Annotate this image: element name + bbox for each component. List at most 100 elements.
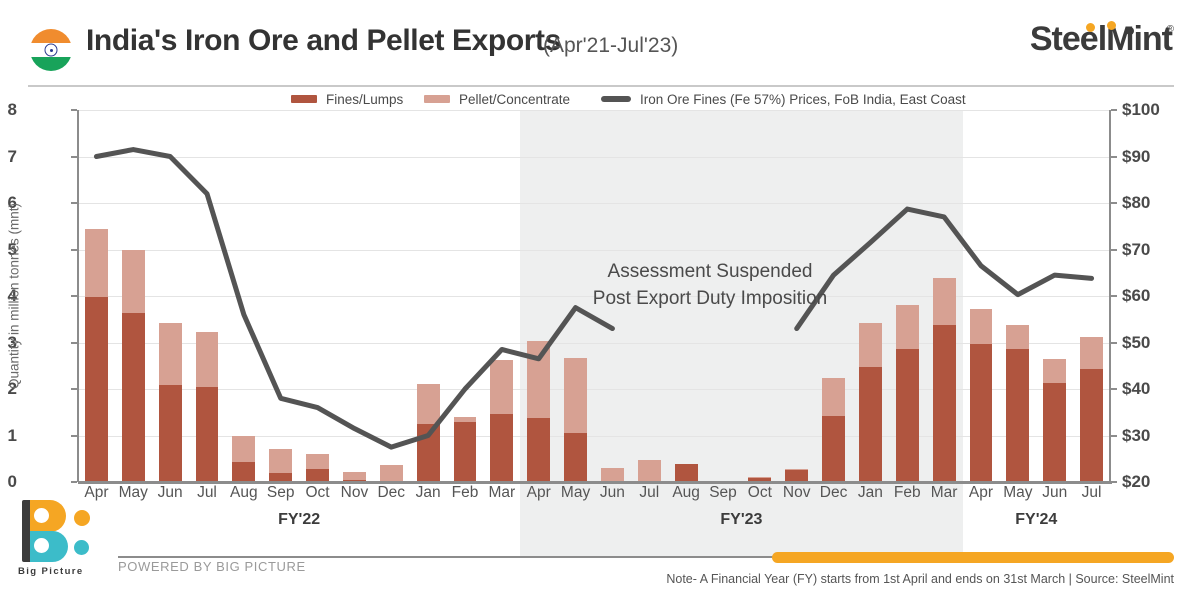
bar-segment-fines[interactable] <box>785 469 809 482</box>
bar-segment-fines[interactable] <box>158 384 182 482</box>
bar-segment-fines[interactable] <box>453 422 477 482</box>
bar-segment-pellet[interactable] <box>1006 325 1030 350</box>
bar-group[interactable] <box>969 309 993 482</box>
bar-segment-fines[interactable] <box>232 462 256 482</box>
bar-segment-fines[interactable] <box>121 313 145 482</box>
bar-segment-fines[interactable] <box>895 349 919 482</box>
bar-segment-pellet[interactable] <box>969 309 993 344</box>
bar-segment-fines[interactable] <box>490 413 514 482</box>
bar-segment-pellet[interactable] <box>195 331 219 387</box>
bar-segment-pellet[interactable] <box>269 448 293 473</box>
bar-segment-fines[interactable] <box>748 477 772 482</box>
legend-item-pellet[interactable]: Pellet/Concentrate <box>424 88 570 110</box>
bar-segment-fines[interactable] <box>85 296 108 482</box>
y-axis-left-tick-label: 3 <box>7 332 17 352</box>
bar-group[interactable] <box>1006 325 1030 482</box>
y-axis-left-tick <box>71 155 77 158</box>
bar-segment-pellet[interactable] <box>527 341 551 418</box>
bar-group[interactable] <box>785 469 809 482</box>
bar-segment-fines[interactable] <box>343 479 366 482</box>
bar-group[interactable] <box>343 471 366 482</box>
bar-segment-fines[interactable] <box>1043 382 1067 482</box>
y-axis-right-tick-label: $30 <box>1122 425 1151 445</box>
x-axis-month-label: Feb <box>451 484 479 501</box>
bar-segment-pellet[interactable] <box>1080 337 1103 369</box>
x-axis-month-labels: Apr May Jun Jul Aug Sep Oct Nov Dec Jan Feb Mar Apr M… <box>78 484 1110 510</box>
gridline <box>78 296 1110 297</box>
bar-segment-pellet[interactable] <box>121 249 145 314</box>
ashoka-chakra-icon <box>44 43 58 57</box>
x-axis-fiscal-year-label: FY'23 <box>720 511 763 528</box>
bar-group[interactable] <box>932 278 956 482</box>
bar-segment-pellet[interactable] <box>379 464 403 482</box>
bar-segment-fines[interactable] <box>306 468 329 482</box>
bar-segment-pellet[interactable] <box>453 416 477 423</box>
legend-label-fines: Fines/Lumps <box>326 91 404 107</box>
bar-segment-fines[interactable] <box>674 464 698 482</box>
bar-segment-pellet[interactable] <box>822 377 845 416</box>
bar-group[interactable] <box>121 249 145 482</box>
bar-group[interactable] <box>195 331 219 482</box>
chart-legend: Fines/Lumps Pellet/Concentrate Iron Ore … <box>0 88 1200 110</box>
x-axis-month-label: Nov <box>782 484 811 501</box>
bar-group[interactable] <box>232 435 256 482</box>
y-axis-right-tick-label: $90 <box>1122 146 1151 166</box>
bar-segment-pellet[interactable] <box>343 471 366 480</box>
bar-group[interactable] <box>85 229 108 482</box>
legend-item-price-line[interactable]: Iron Ore Fines (Fe 57%) Prices, FoB Indi… <box>601 88 966 110</box>
bar-segment-fines[interactable] <box>969 343 993 482</box>
bar-group[interactable] <box>674 464 698 482</box>
bar-segment-fines[interactable] <box>932 324 956 482</box>
legend-item-fines[interactable]: Fines/Lumps <box>291 88 403 110</box>
gridline <box>78 389 1110 390</box>
bar-group[interactable] <box>453 416 477 482</box>
bar-segment-pellet[interactable] <box>306 454 329 469</box>
bar-segment-pellet[interactable] <box>932 278 956 325</box>
bar-segment-pellet[interactable] <box>637 459 661 481</box>
bar-group[interactable] <box>859 322 882 482</box>
bar-group[interactable] <box>822 377 845 482</box>
bar-segment-pellet[interactable] <box>1043 358 1067 383</box>
x-axis-month-label: Jun <box>1042 484 1068 501</box>
big-picture-logo: Big Picture <box>14 498 118 586</box>
bar-segment-fines[interactable] <box>527 417 551 482</box>
bar-group[interactable] <box>490 360 514 482</box>
bar-group[interactable] <box>1043 358 1067 482</box>
x-axis-month-label: Jul <box>639 484 660 501</box>
bar-segment-pellet[interactable] <box>490 360 514 414</box>
gridline <box>78 110 1110 111</box>
bar-segment-pellet[interactable] <box>232 435 256 463</box>
bar-segment-fines[interactable] <box>564 433 587 482</box>
bar-group[interactable] <box>416 383 440 482</box>
bar-segment-pellet[interactable] <box>859 322 882 367</box>
bar-group[interactable] <box>306 454 329 482</box>
bar-segment-fines[interactable] <box>1080 368 1103 482</box>
y-axis-right-tick <box>1111 295 1117 297</box>
bar-segment-pellet[interactable] <box>895 305 919 350</box>
bar-group[interactable] <box>748 476 772 482</box>
x-axis-month-label: Jan <box>415 484 441 501</box>
bar-group[interactable] <box>269 448 293 482</box>
y-axis-right-tick-label: $60 <box>1122 286 1151 305</box>
bar-group[interactable] <box>895 305 919 482</box>
bar-group[interactable] <box>1080 337 1103 482</box>
bar-segment-pellet[interactable] <box>85 229 108 297</box>
bar-segment-pellet[interactable] <box>601 468 624 481</box>
bar-segment-pellet[interactable] <box>416 383 440 424</box>
bar-segment-fines[interactable] <box>859 366 882 482</box>
bar-segment-pellet[interactable] <box>564 357 587 434</box>
bar-segment-pellet[interactable] <box>158 322 182 385</box>
bar-group[interactable] <box>158 322 182 482</box>
y-axis-left-tick-label: 8 <box>7 100 17 119</box>
bar-group[interactable] <box>527 341 551 482</box>
bar-segment-fines[interactable] <box>269 472 293 482</box>
x-axis-fiscal-year-label: FY'24 <box>1015 511 1058 528</box>
bar-segment-fines[interactable] <box>822 415 845 482</box>
steelmint-logo: SteelMint <box>1029 20 1173 58</box>
y-axis-left-tick <box>71 388 77 390</box>
x-axis-month-label: May <box>1003 484 1033 501</box>
bar-segment-fines[interactable] <box>1006 349 1030 482</box>
bar-segment-fines[interactable] <box>195 386 219 482</box>
bar-group[interactable] <box>564 357 587 482</box>
y-axis-right-line <box>1109 110 1111 482</box>
